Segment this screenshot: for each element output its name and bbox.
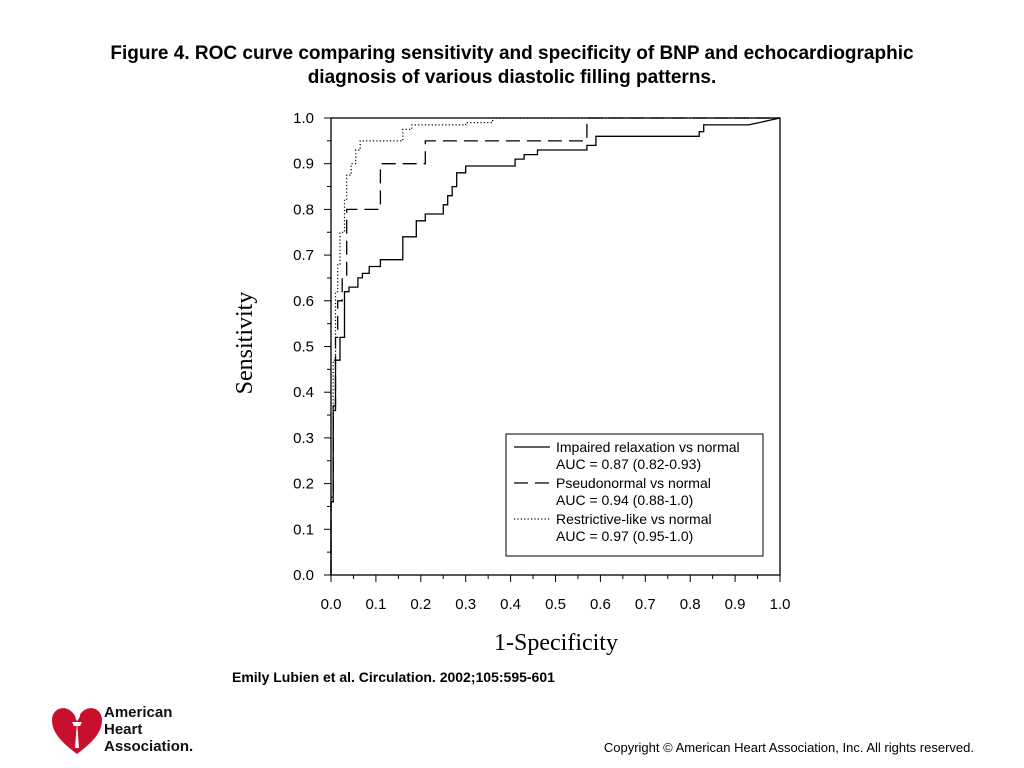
logo-line-2: Heart [104, 721, 143, 738]
x-tick-label: 0.4 [500, 596, 521, 613]
legend-entry-auc: AUC = 0.97 (0.95-1.0) [556, 528, 693, 544]
y-axis-title: Sensitivity [232, 292, 258, 395]
roc-series-line-1 [330, 117, 781, 575]
figure-title-line-2: diagnosis of various diastolic filling p… [307, 67, 717, 88]
logo-line-3: Association. [104, 738, 194, 755]
aha-heart-torch-logo [48, 698, 208, 758]
x-tick-label: 0.3 [455, 596, 476, 613]
y-tick-label: 0.5 [293, 339, 314, 356]
roc-series-line-2 [330, 117, 780, 575]
y-tick-label: 0.2 [293, 476, 314, 493]
legend-entry-name: Restrictive-like vs normal [556, 511, 712, 527]
copyright-notice: Copyright © American Heart Association, … [603, 740, 974, 755]
y-tick-label: 0.8 [293, 201, 314, 218]
x-tick-label: 1.0 [770, 596, 791, 613]
heart-torch-icon [52, 706, 102, 754]
logo-line-1: American [104, 704, 173, 721]
x-tick-label: 0.0 [321, 596, 342, 613]
legend-entry-name: Pseudonormal vs normal [556, 475, 711, 491]
x-axis-title: 1-Specificity [494, 630, 618, 656]
legend-box [505, 433, 764, 557]
y-tick-label: 0.9 [293, 156, 314, 173]
y-tick-label: 0.0 [293, 567, 314, 584]
y-tick-label: 0.1 [293, 521, 314, 538]
legend-entry-auc: AUC = 0.94 (0.88-1.0) [556, 492, 693, 508]
x-tick-label: 0.2 [410, 596, 431, 613]
x-tick-label: 0.7 [635, 596, 656, 613]
y-tick-label: 0.6 [293, 293, 314, 310]
x-tick-label: 0.8 [680, 596, 701, 613]
aha-logo-wordmark: American Heart Association. [104, 704, 193, 755]
figure-title: Figure 4. ROC curve comparing sensitivit… [40, 42, 984, 90]
y-tick-label: 0.7 [293, 247, 314, 264]
x-tick-label: 0.6 [590, 596, 611, 613]
y-tick-label: 1.0 [293, 110, 314, 127]
x-tick-label: 0.5 [545, 596, 566, 613]
legend-entry-auc: AUC = 0.87 (0.82-0.93) [556, 456, 701, 472]
citation: Emily Lubien et al. Circulation. 2002;10… [232, 669, 555, 685]
x-tick-label: 0.1 [365, 596, 386, 613]
figure-title-line-1: Figure 4. ROC curve comparing sensitivit… [110, 43, 914, 64]
y-tick-label: 0.3 [293, 430, 314, 447]
x-tick-label: 0.9 [725, 596, 746, 613]
y-tick-label: 0.4 [293, 384, 314, 401]
legend-entry-name: Impaired relaxation vs normal [556, 439, 740, 455]
